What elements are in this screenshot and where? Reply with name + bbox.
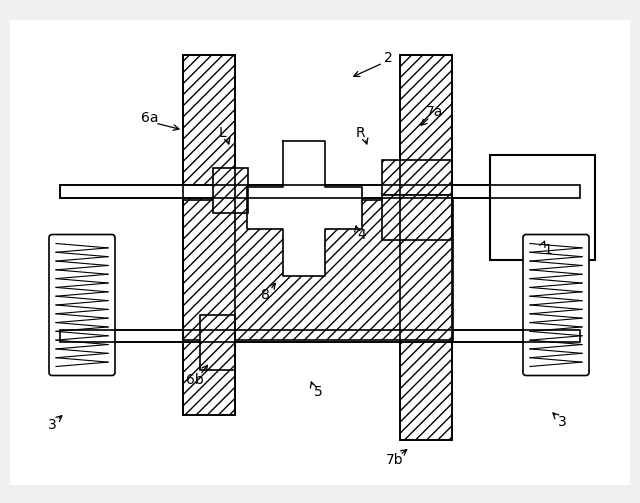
Text: R: R	[355, 126, 365, 140]
Bar	[60, 330, 580, 342]
Bar	[213, 168, 248, 213]
Text: 7b: 7b	[386, 453, 404, 467]
Text: 6a: 6a	[141, 111, 159, 125]
Bar	[382, 160, 452, 195]
Bar	[60, 185, 580, 198]
Text: 6b: 6b	[186, 373, 204, 387]
Bar	[60, 185, 580, 198]
Bar	[400, 55, 452, 440]
Bar	[183, 200, 453, 340]
Text: 3: 3	[47, 418, 56, 432]
Text: 3: 3	[557, 415, 566, 429]
Bar	[490, 155, 595, 260]
Text: 7a: 7a	[426, 105, 444, 119]
FancyBboxPatch shape	[523, 234, 589, 376]
Text: 4: 4	[358, 228, 366, 242]
Text: 2: 2	[383, 51, 392, 65]
Bar	[200, 315, 235, 370]
Bar	[60, 330, 580, 342]
Bar	[382, 195, 452, 240]
Text: 5: 5	[314, 385, 323, 399]
Text: 8: 8	[260, 288, 269, 302]
Bar	[183, 55, 235, 415]
Bar	[183, 55, 235, 415]
Bar	[246, 187, 362, 229]
Bar	[400, 55, 452, 440]
Text: 1: 1	[543, 243, 552, 257]
Bar	[283, 140, 325, 276]
FancyBboxPatch shape	[49, 234, 115, 376]
Text: L: L	[218, 126, 226, 140]
